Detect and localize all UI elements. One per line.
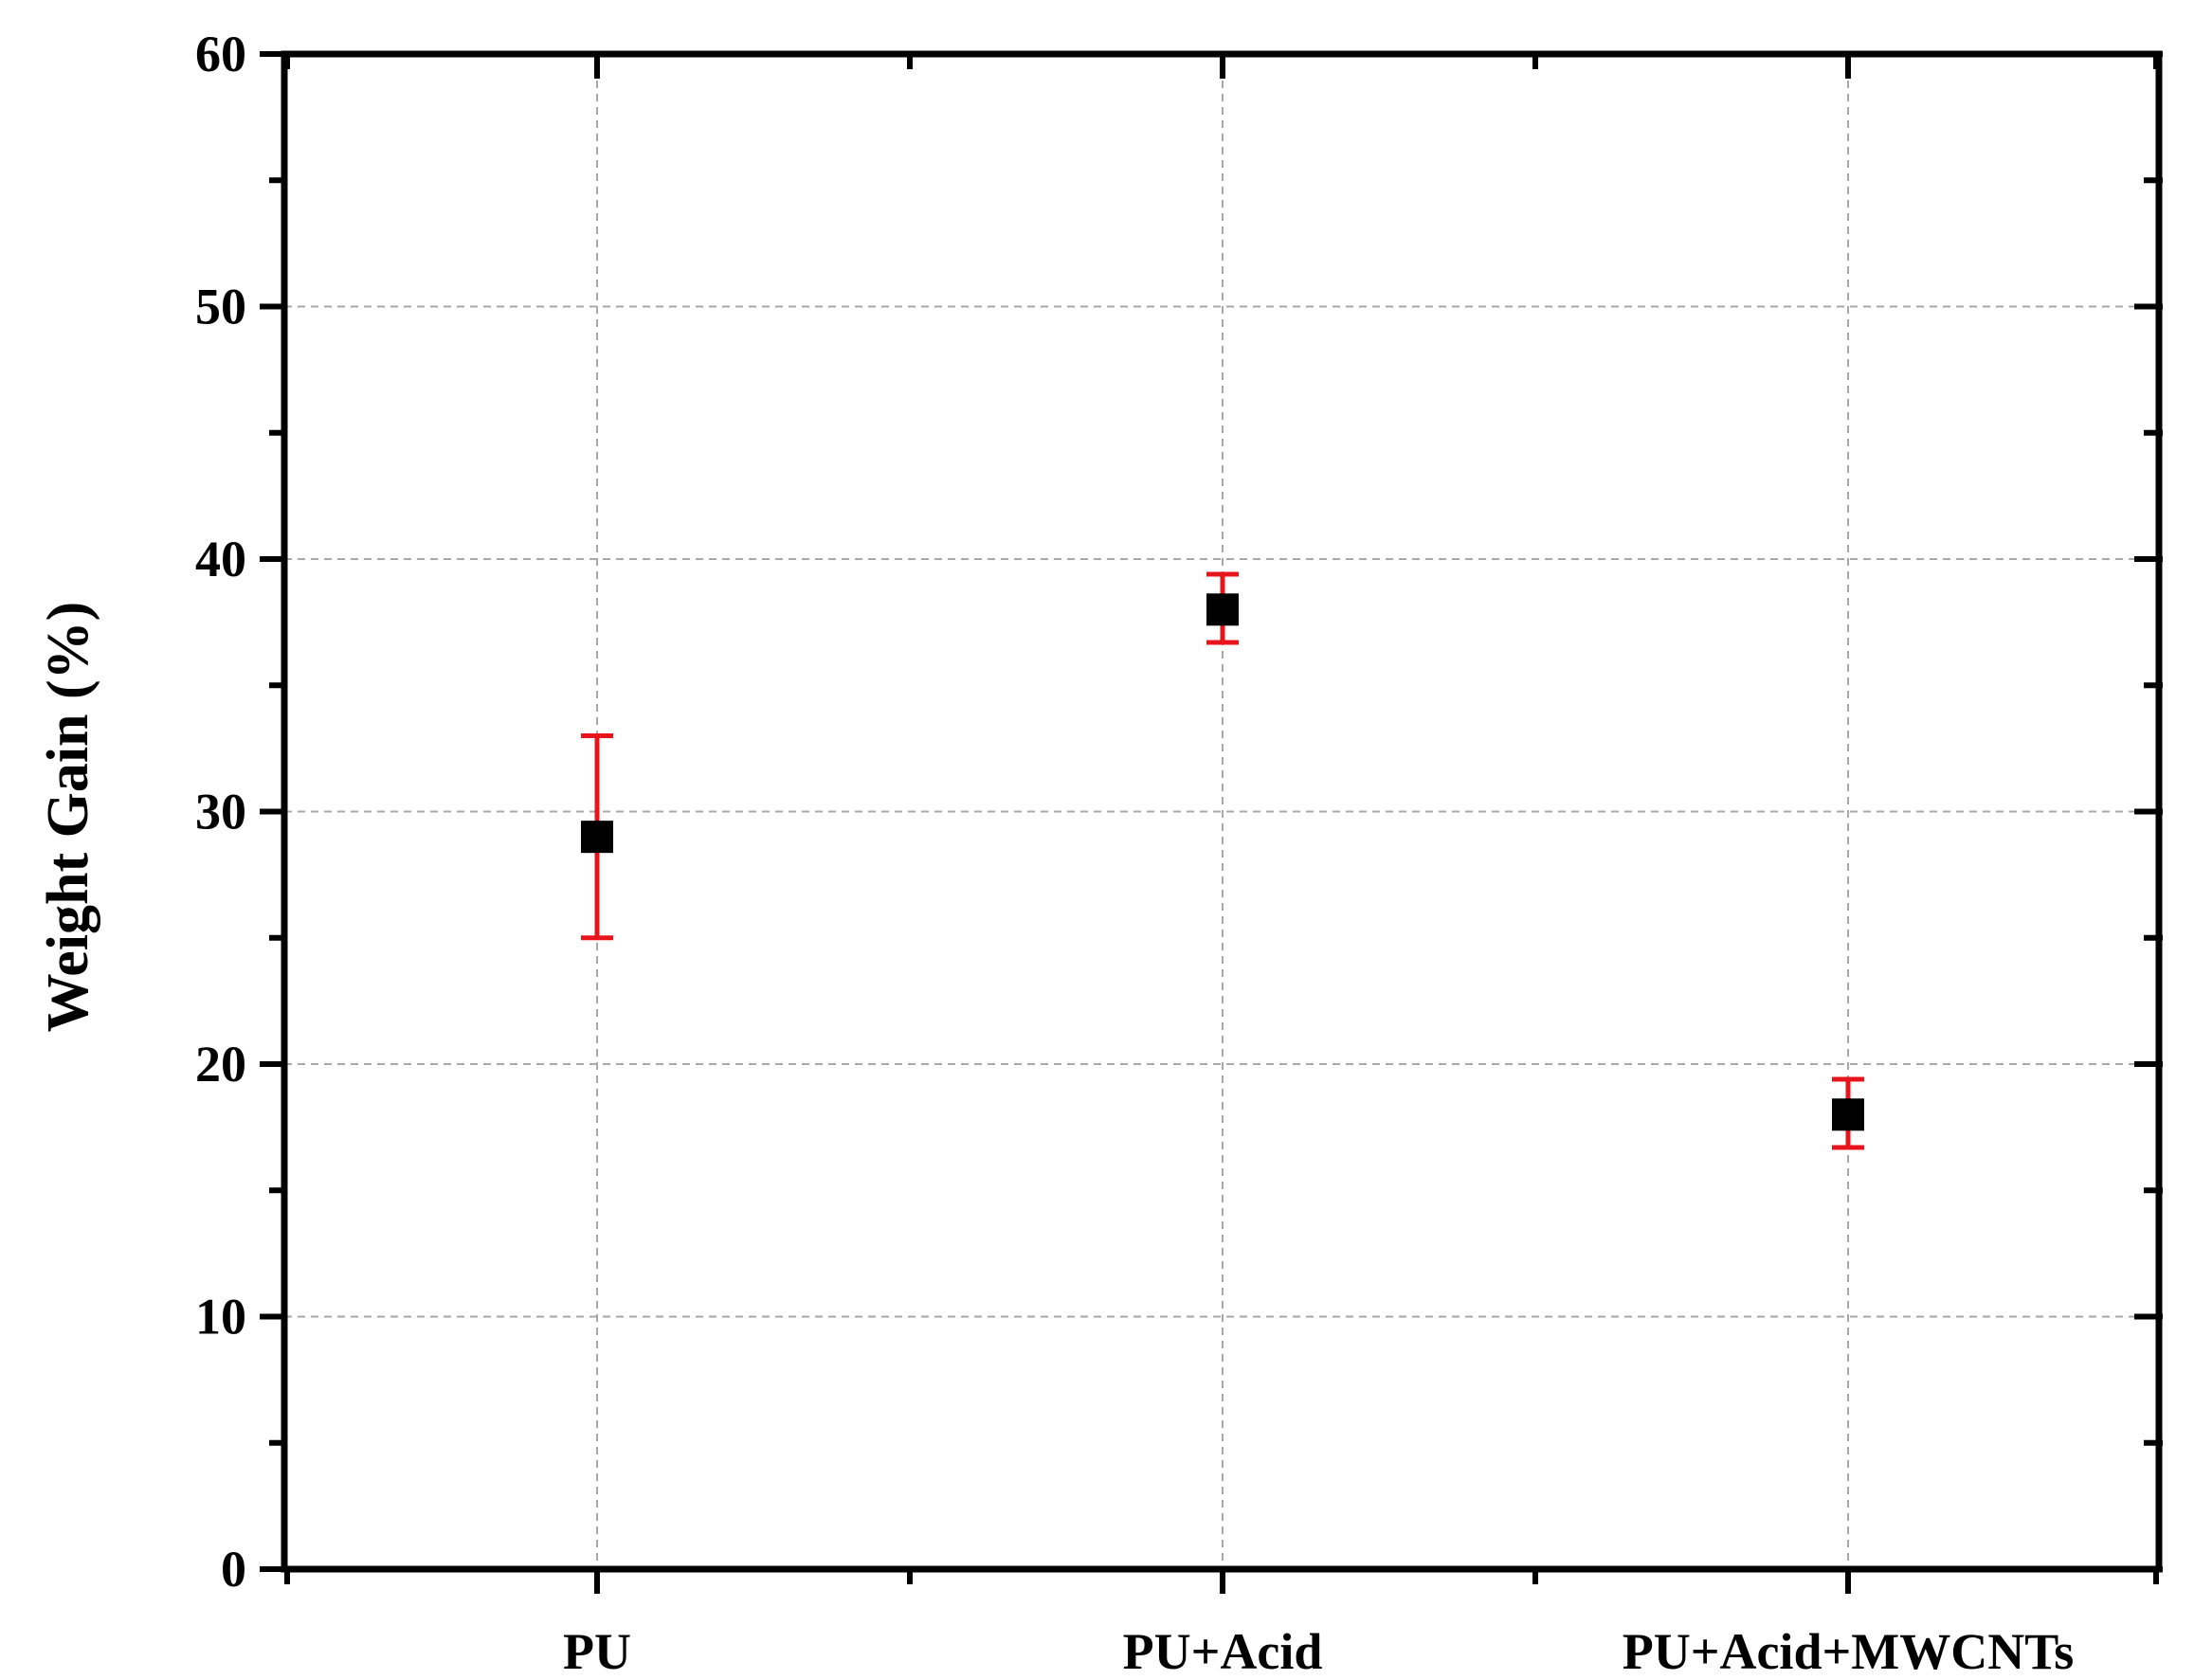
- y-tick-label: 40: [195, 531, 246, 587]
- grid-lines: [284, 54, 2159, 1569]
- error-bars: [581, 571, 1864, 1150]
- data-points: [581, 593, 1864, 1131]
- y-tick-label: 0: [221, 1541, 246, 1598]
- y-tick-label: 20: [195, 1036, 246, 1093]
- tick-labels: 0 10 20 30 40 50 60 PU PU+Acid PU+Acid+MWCNTs: [195, 26, 2074, 1680]
- y-tick-label: 10: [195, 1289, 246, 1346]
- x-category-label: PU+Acid+MWCNTs: [1623, 1623, 2075, 1680]
- y-axis-title: Weight Gain (%): [36, 602, 100, 1033]
- x-category-label: PU: [563, 1623, 631, 1680]
- data-point: [1832, 1098, 1864, 1131]
- axis-ticks: [260, 51, 2163, 1594]
- y-tick-label: 30: [195, 784, 246, 840]
- data-point: [1206, 593, 1239, 626]
- y-tick-label: 50: [195, 279, 246, 335]
- data-point: [581, 821, 613, 854]
- x-category-label: PU+Acid: [1123, 1623, 1323, 1680]
- y-tick-label: 60: [195, 26, 246, 82]
